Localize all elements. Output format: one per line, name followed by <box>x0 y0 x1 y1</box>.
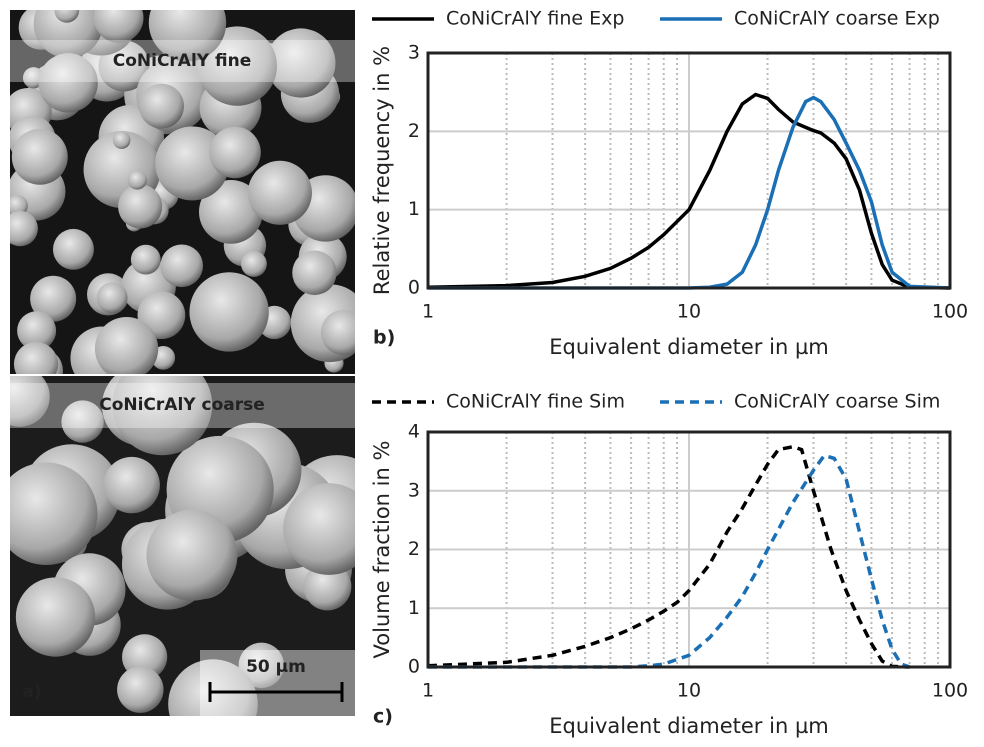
y-tick-label: 2 <box>408 538 420 560</box>
series-line <box>428 447 910 667</box>
particle <box>241 251 267 277</box>
x-tick-label: 1 <box>422 301 434 323</box>
particle <box>16 577 95 656</box>
legend-label: CoNiCrAlY coarse Exp <box>734 8 940 30</box>
y-tick-label: 0 <box>408 656 420 678</box>
particle <box>321 310 366 355</box>
panel-label: b) <box>373 327 395 349</box>
image-label: CoNiCrAlY fine <box>113 51 252 71</box>
y-tick-label: 4 <box>408 421 420 443</box>
particle <box>128 170 147 189</box>
particle <box>139 84 184 129</box>
y-tick-label: 2 <box>408 120 420 142</box>
particle <box>12 129 68 185</box>
y-tick-label: 0 <box>408 277 420 299</box>
particle <box>53 229 94 270</box>
image-label: CoNiCrAlY coarse <box>99 395 265 415</box>
particle <box>103 457 159 513</box>
x-tick-label: 10 <box>677 680 701 702</box>
y-axis-label: Volume fraction in % <box>370 441 394 659</box>
y-tick-label: 3 <box>408 42 420 64</box>
particle <box>146 510 237 601</box>
particle <box>117 666 163 712</box>
series-line <box>428 456 910 668</box>
particle <box>113 131 131 149</box>
x-tick-label: 10 <box>677 301 701 323</box>
figure: CoNiCrAlY fine CoNiCrAlY coarse 50 µm a)… <box>0 0 984 743</box>
y-tick-label: 3 <box>408 479 420 501</box>
legend-label: CoNiCrAlY fine Exp <box>446 8 624 30</box>
particle <box>189 272 268 351</box>
legend-label: CoNiCrAlY fine Sim <box>446 391 625 413</box>
y-tick-label: 1 <box>408 198 420 220</box>
panel-label: c) <box>373 706 393 728</box>
y-tick-label: 1 <box>408 597 420 619</box>
particle <box>97 282 128 313</box>
x-tick-label: 1 <box>422 680 434 702</box>
particle <box>118 184 162 228</box>
particle <box>2 211 37 246</box>
x-axis-label: Equivalent diameter in µm <box>549 335 829 359</box>
particle <box>292 251 336 295</box>
particle <box>283 483 375 575</box>
x-tick-label: 100 <box>932 301 968 323</box>
sem-images: CoNiCrAlY fine CoNiCrAlY coarse 50 µm a) <box>0 0 388 743</box>
particle <box>95 317 158 380</box>
particle <box>248 161 312 225</box>
legend-label: CoNiCrAlY coarse Sim <box>734 391 940 413</box>
scale-label: 50 µm <box>246 657 306 677</box>
x-axis-label: Equivalent diameter in µm <box>549 714 829 738</box>
x-tick-label: 100 <box>932 680 968 702</box>
y-axis-label: Relative frequency in % <box>370 46 394 295</box>
panel-label: a) <box>22 682 41 702</box>
particle <box>131 245 161 275</box>
particle <box>160 245 203 288</box>
particle <box>209 127 261 179</box>
